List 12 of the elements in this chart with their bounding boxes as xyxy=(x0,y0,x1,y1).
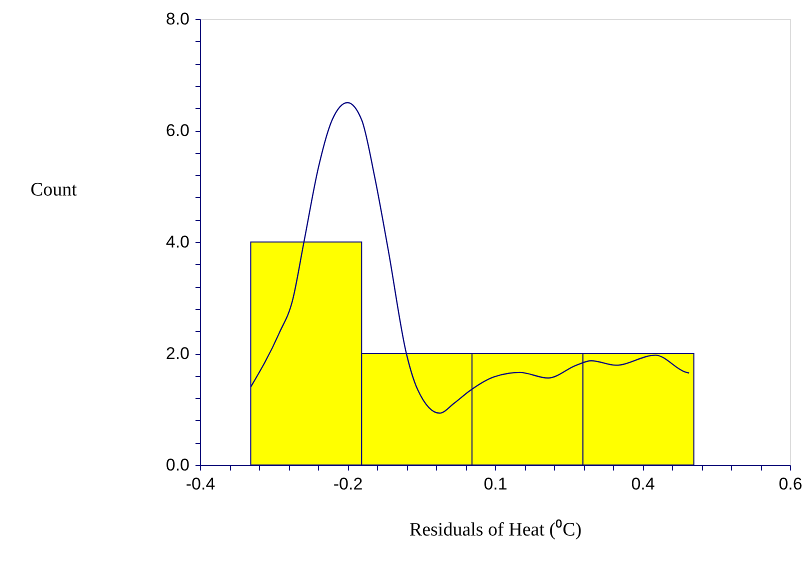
y-tick-label: 0.0 xyxy=(166,456,190,474)
x-tick-label: -0.2 xyxy=(333,474,363,494)
y-axis-title: Count xyxy=(30,180,78,200)
y-tick-label: 6.0 xyxy=(166,121,190,140)
x-tick-label: -0.4 xyxy=(186,474,216,494)
x-tick-label: 0.1 xyxy=(484,474,508,494)
y-tick-label: 8.0 xyxy=(166,10,190,28)
x-tick-label: 0.4 xyxy=(631,474,655,494)
x-axis-title: Residuals of Heat (⁰C) xyxy=(409,518,582,540)
x-tick-label: 0.6 xyxy=(778,474,802,494)
y-tick-label: 4.0 xyxy=(166,232,190,252)
y-tick-label: 2.0 xyxy=(166,344,190,363)
